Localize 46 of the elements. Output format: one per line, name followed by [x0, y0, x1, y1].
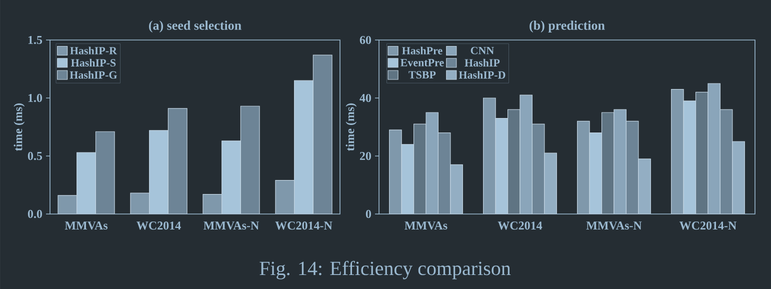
bar	[614, 109, 627, 214]
bar	[520, 94, 533, 214]
legend-label: HashIP-D	[458, 70, 506, 79]
x-tick-label: MMVAs-N	[586, 222, 642, 230]
bar	[413, 124, 426, 214]
legend-label: HashIP-R	[70, 46, 118, 54]
legend-label: TSBP	[408, 71, 436, 79]
chart-title: (a) seed selection	[149, 20, 242, 32]
legend-label: CNN	[470, 46, 494, 54]
x-tick-label: MMVAs	[64, 222, 108, 230]
bar	[507, 109, 520, 214]
legend-label: HashPre	[402, 46, 442, 54]
legend-label: EventPre	[400, 59, 444, 66]
y-tick-label: 0.0	[28, 210, 42, 218]
y-tick-label: 1.0	[28, 94, 42, 102]
bar	[240, 106, 260, 214]
bar	[695, 92, 708, 214]
bar	[438, 132, 451, 214]
x-tick-label: WC2014	[498, 222, 542, 230]
bar	[720, 109, 733, 214]
x-tick-label: MMVAs	[404, 222, 448, 230]
y-axis-title: time (ms)	[346, 103, 357, 151]
y-tick-label: 1.5	[28, 36, 42, 44]
y-tick-label: 0.5	[28, 152, 42, 160]
bar	[95, 131, 115, 214]
legend-label: HashIP-G	[70, 70, 117, 79]
legend-label: HashIP	[464, 58, 500, 67]
x-tick-label: WC2014-N	[275, 222, 332, 230]
y-tick-label: 20	[360, 152, 372, 160]
x-tick-label: WC2014-N	[679, 222, 736, 230]
bar	[708, 83, 721, 214]
bar	[532, 124, 545, 214]
bar	[426, 112, 439, 214]
caption: Fig. 14: Efficiency comparison	[260, 260, 511, 280]
bar	[168, 108, 188, 214]
legend-label: HashIP-S	[71, 58, 116, 67]
x-tick-label: MMVAs-N	[204, 222, 259, 230]
y-tick-label: 0	[366, 210, 372, 218]
y-tick-label: 40	[360, 94, 372, 102]
x-tick-label: WC2014	[136, 222, 181, 230]
bar	[601, 112, 614, 214]
chart-title: (b) prediction	[530, 20, 605, 32]
y-tick-label: 60	[360, 36, 372, 44]
y-axis-title: time (ms)	[14, 103, 25, 151]
bar	[312, 54, 332, 214]
bar	[626, 120, 639, 214]
